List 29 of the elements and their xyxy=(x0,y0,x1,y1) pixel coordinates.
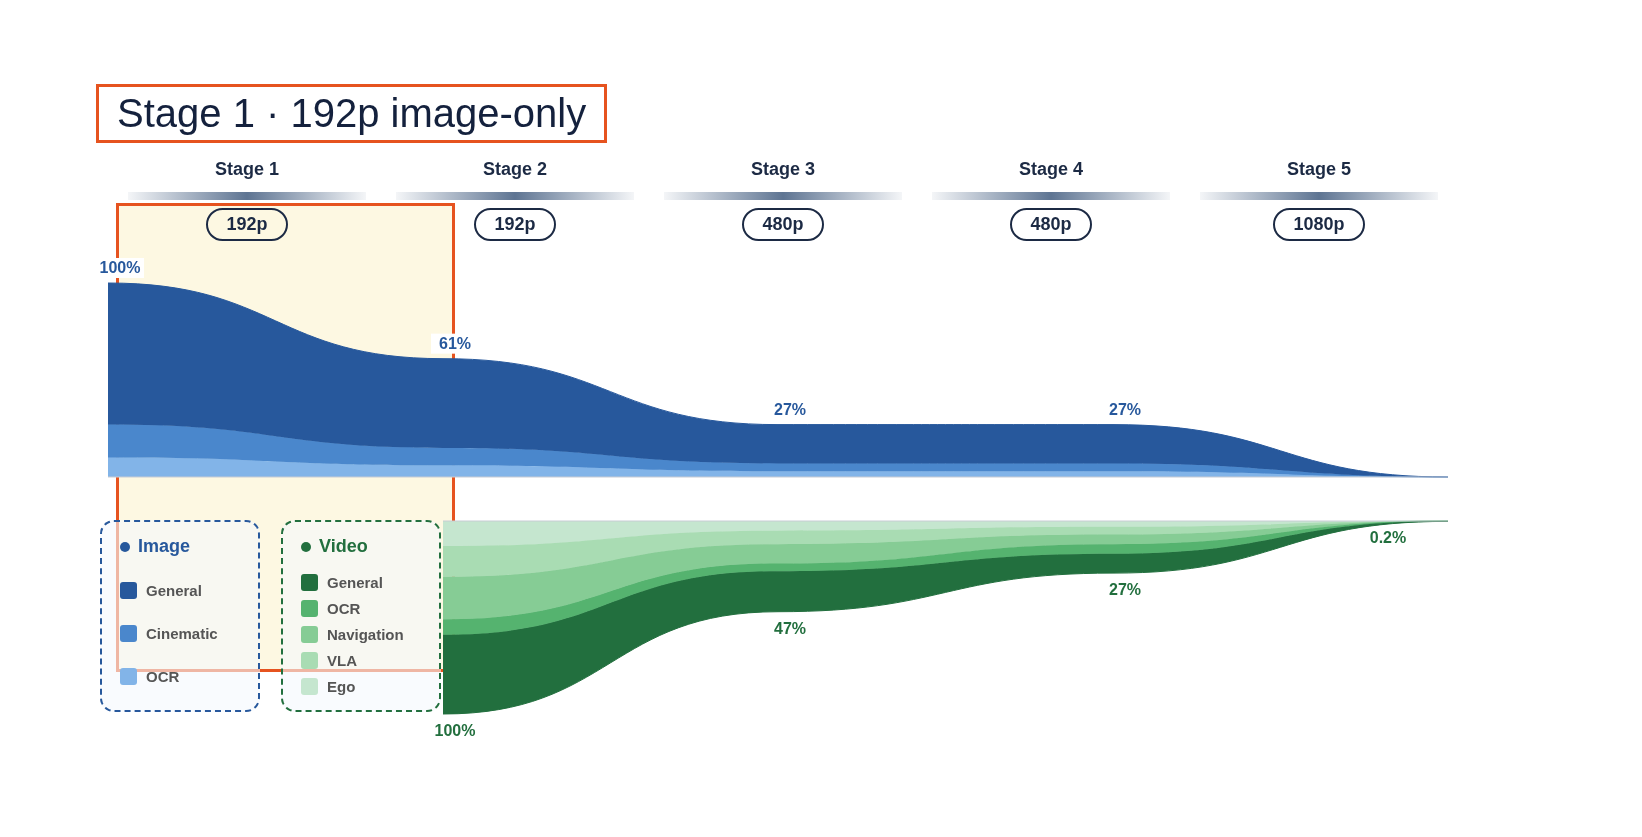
legend-label: VLA xyxy=(327,651,357,669)
legend-label: OCR xyxy=(327,599,361,617)
text: Stage 4 xyxy=(1018,158,1084,180)
text: Stage 3 xyxy=(750,158,816,180)
legend-label: OCR xyxy=(146,668,180,685)
text: 100% xyxy=(434,722,476,739)
legend-title: Image xyxy=(138,536,191,557)
text: 480p xyxy=(742,208,824,241)
text: Stage 5 xyxy=(1286,158,1352,180)
legend-label: Navigation xyxy=(327,625,404,643)
annotation: 47% xyxy=(773,619,807,637)
legend-label: Cinematic xyxy=(146,625,218,642)
total-label: 27% xyxy=(773,400,807,418)
chart-title: Stage 1 · 192p image-only xyxy=(96,84,608,143)
text: 480p xyxy=(1010,208,1092,241)
text: 192p xyxy=(206,208,288,241)
total-label: 27% xyxy=(1108,400,1142,418)
annotation: 0.2% xyxy=(1369,529,1407,547)
total-label: 100% xyxy=(99,259,141,276)
legend-title: Video xyxy=(319,536,368,557)
total-label: 61% xyxy=(438,334,472,352)
text: Stage 1 xyxy=(214,158,280,180)
legend-label: Ego xyxy=(327,677,356,695)
legend-label: General xyxy=(146,582,202,599)
legend-label: General xyxy=(327,573,383,591)
annotation: 27% xyxy=(1108,581,1142,599)
text: Stage 2 xyxy=(482,158,548,180)
text: 1080p xyxy=(1273,208,1365,241)
text: 192p xyxy=(474,208,556,241)
